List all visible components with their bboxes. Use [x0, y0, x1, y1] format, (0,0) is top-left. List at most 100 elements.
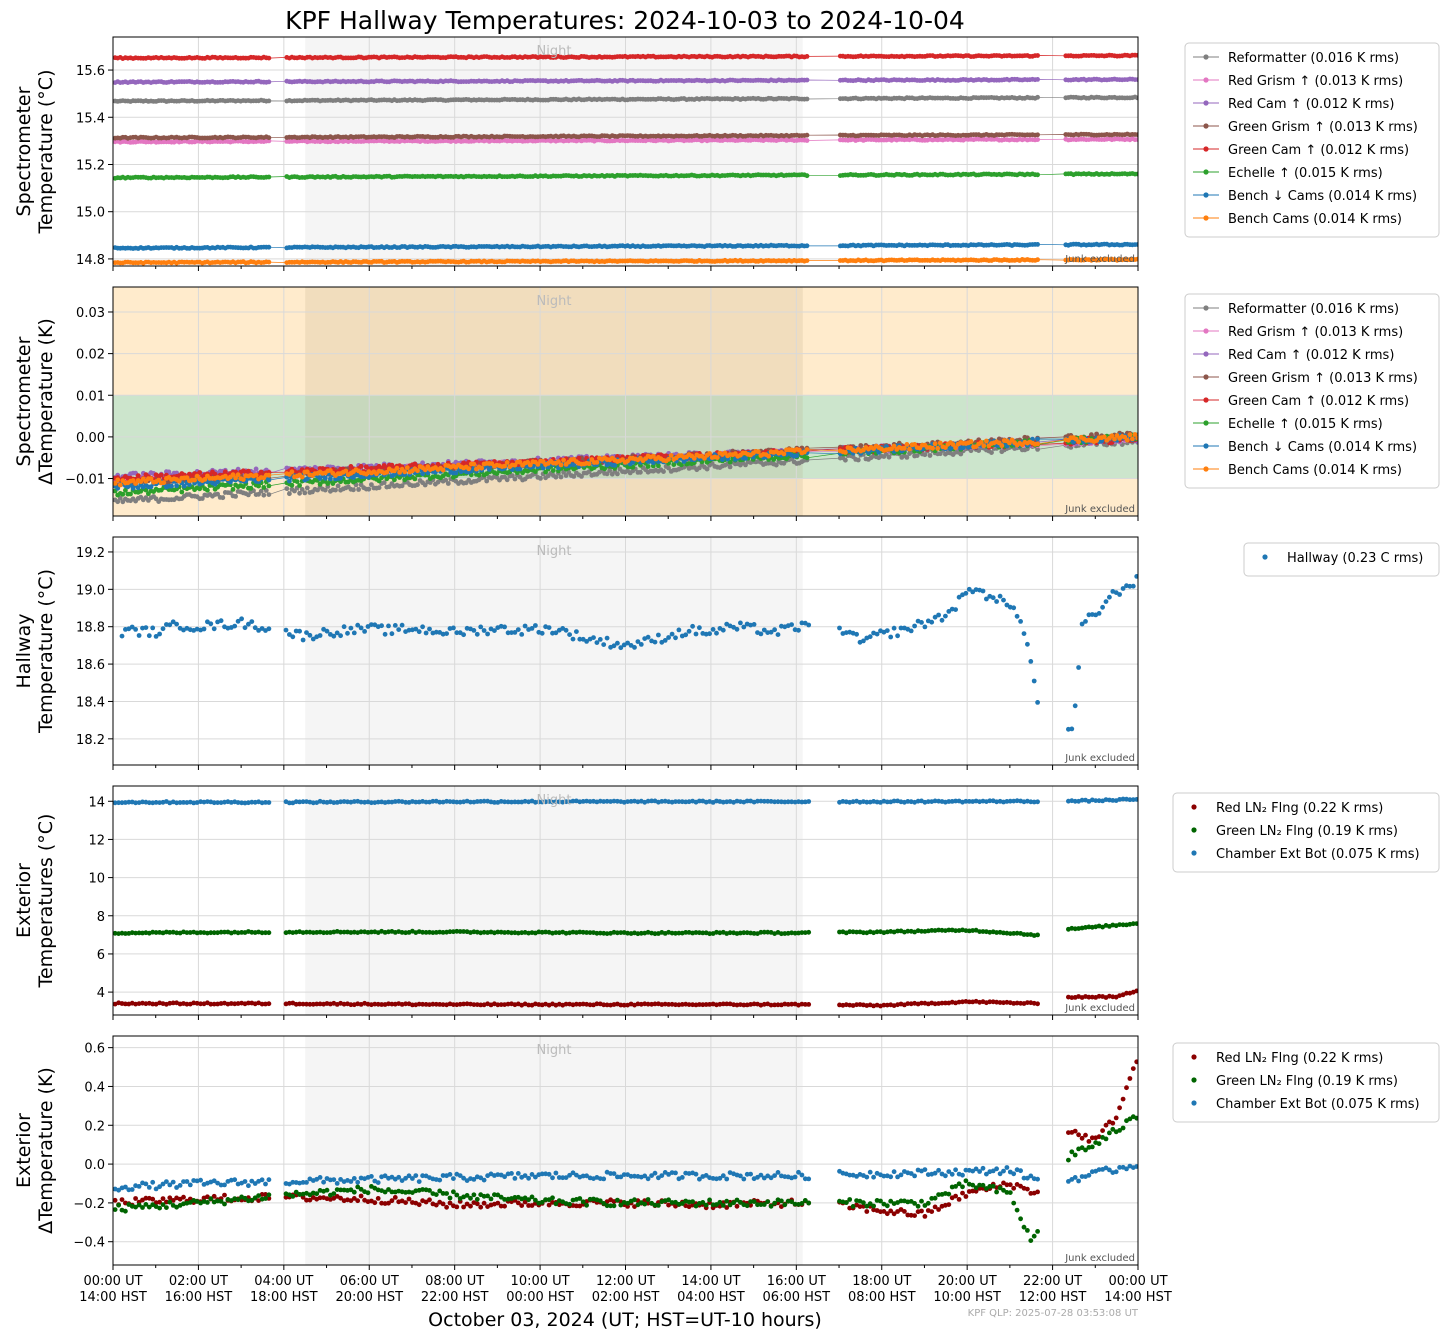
data-point [266, 79, 272, 85]
data-point [258, 488, 264, 494]
legend-marker [1203, 169, 1209, 175]
data-point [704, 466, 710, 472]
data-point [215, 491, 221, 497]
data-point [376, 485, 382, 491]
data-point [566, 469, 572, 475]
plot-area [113, 287, 1138, 516]
data-point [266, 259, 272, 265]
data-point [335, 483, 341, 489]
data-point [855, 457, 861, 463]
data-point [563, 473, 569, 478]
data-point [927, 453, 933, 458]
data-point [120, 491, 126, 497]
data-point [579, 474, 584, 479]
data-point [904, 455, 910, 460]
series-6 [113, 241, 1138, 251]
data-point [115, 499, 121, 505]
data-point [484, 478, 490, 484]
data-point [302, 490, 308, 496]
legend-entry: Echelle ↑ (0.015 K rms) [1193, 166, 1383, 181]
legend-marker [1203, 77, 1209, 83]
y-axis-label-line: Spectrometer [13, 86, 35, 216]
data-point [1135, 52, 1138, 58]
data-point [773, 462, 779, 468]
legend-label: Bench ↓ Cams (0.014 K rms) [1228, 189, 1417, 204]
data-point [351, 487, 356, 493]
data-point [607, 468, 613, 473]
data-point [1135, 132, 1138, 138]
data-point [804, 243, 810, 249]
data-point [804, 138, 810, 143]
data-point [1035, 172, 1040, 178]
data-point [304, 485, 310, 491]
data-point [284, 486, 290, 491]
series-7 [113, 256, 1138, 266]
data-point [253, 466, 259, 472]
data-point [989, 450, 994, 455]
night-shading [305, 37, 803, 266]
legend-label: Reformatter (0.016 K rms) [1228, 51, 1399, 66]
night-label: Night [537, 44, 572, 59]
series-0 [113, 94, 1138, 104]
data-point [233, 494, 239, 499]
legend-label: Echelle ↑ (0.015 K rms) [1228, 166, 1383, 181]
y-axis-label: SpectrometerTemperature (°C) [13, 70, 57, 235]
series-5 [113, 171, 1138, 181]
series-1 [113, 136, 1138, 145]
data-point [638, 469, 643, 475]
legend-marker [1203, 146, 1209, 152]
data-point [604, 471, 610, 477]
junk-excluded-label: Junk excluded [1064, 254, 1135, 265]
plot-area [113, 37, 1138, 266]
data-point [1135, 242, 1138, 247]
data-point [804, 96, 810, 102]
data-point [1035, 242, 1040, 247]
data-point [266, 244, 272, 250]
data-point [366, 486, 372, 492]
data-point [415, 482, 420, 488]
figure-title: KPF Hallway Temperatures: 2024-10-03 to … [285, 6, 965, 35]
data-point [1135, 256, 1138, 262]
data-point [661, 469, 666, 474]
data-point [1035, 77, 1040, 82]
data-point [356, 487, 361, 492]
legend-entry: Green Cam ↑ (0.012 K rms) [1193, 143, 1409, 158]
data-point [504, 477, 510, 483]
data-point [1135, 137, 1138, 142]
data-point [266, 55, 272, 61]
legend-entry: Green Grism ↑ (0.013 K rms) [1193, 120, 1418, 135]
data-point [1035, 137, 1040, 143]
data-point [1035, 132, 1040, 138]
data-point [199, 496, 205, 501]
legend-label: Bench Cams (0.014 K rms) [1228, 212, 1402, 227]
legend-marker [1203, 215, 1209, 221]
data-point [261, 492, 267, 498]
legend-entry: Red Cam ↑ (0.012 K rms) [1193, 97, 1394, 112]
data-point [1035, 53, 1040, 58]
data-point [158, 472, 164, 478]
data-point [727, 464, 733, 470]
series-2 [113, 76, 1138, 85]
y-tick-label: 15.0 [76, 206, 105, 221]
data-point [922, 452, 928, 458]
data-point [266, 174, 272, 180]
data-point [558, 474, 564, 480]
data-point [804, 77, 810, 83]
data-point [804, 54, 810, 59]
data-point [1135, 171, 1138, 177]
legend-marker [1203, 123, 1209, 129]
data-point [1035, 447, 1040, 452]
data-point [381, 480, 387, 485]
data-point [399, 483, 405, 489]
y-axis-label-line: Temperature (°C) [35, 70, 57, 235]
legend-marker [1203, 54, 1209, 60]
data-point [322, 487, 328, 493]
y-tick-label: 15.4 [76, 111, 105, 126]
data-point [266, 135, 272, 141]
legend-marker [1203, 100, 1209, 106]
data-point [1035, 257, 1040, 263]
data-point [369, 482, 374, 487]
data-point [804, 258, 810, 263]
